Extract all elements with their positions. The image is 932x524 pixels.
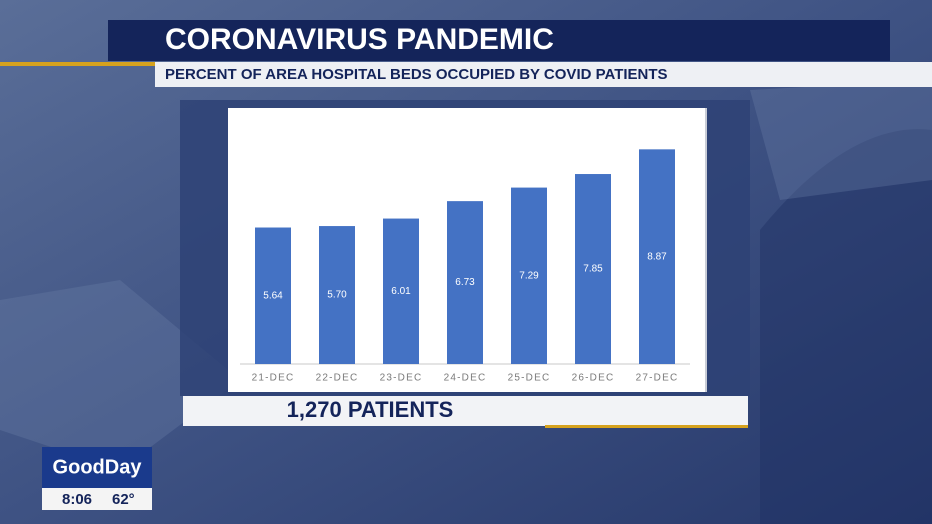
x-tick-label: 23-DEC	[380, 373, 423, 384]
data-label: 7.29	[519, 270, 539, 281]
ticker-box	[42, 488, 152, 510]
title-bar	[108, 20, 890, 61]
background-shape	[0, 280, 240, 470]
data-label: 5.70	[327, 290, 347, 301]
background-shape	[760, 129, 932, 524]
background-shape	[750, 80, 932, 200]
bar	[255, 227, 291, 364]
x-tick-label: 27-DEC	[636, 373, 679, 384]
time: 8:06	[62, 491, 92, 508]
temperature: 62°	[112, 491, 135, 508]
x-tick-label: 25-DEC	[508, 373, 551, 384]
data-label: 7.85	[583, 264, 603, 275]
x-tick-label: 21-DEC	[252, 373, 295, 384]
annotation: 1,270 PATIENTS	[287, 397, 454, 422]
title: CORONAVIRUS PANDEMIC	[165, 23, 554, 56]
x-tick-label: 22-DEC	[316, 373, 359, 384]
bar	[511, 187, 547, 364]
subtitle-bar	[155, 62, 932, 87]
logo-box	[42, 447, 152, 488]
bar	[575, 174, 611, 364]
x-tick-label: 24-DEC	[444, 373, 487, 384]
bar	[447, 201, 483, 364]
bar	[319, 226, 355, 364]
accent-line	[0, 62, 155, 66]
logo: GoodDay	[53, 456, 143, 478]
bar	[383, 218, 419, 364]
data-label: 5.64	[263, 290, 283, 301]
data-label: 6.01	[391, 286, 411, 297]
annotation-bar	[183, 396, 748, 426]
data-label: 6.73	[455, 277, 475, 288]
data-label: 8.87	[647, 251, 667, 262]
x-tick-label: 26-DEC	[572, 373, 615, 384]
accent-line	[545, 425, 748, 428]
bar	[639, 149, 675, 364]
subtitle: PERCENT OF AREA HOSPITAL BEDS OCCUPIED B…	[165, 66, 668, 83]
